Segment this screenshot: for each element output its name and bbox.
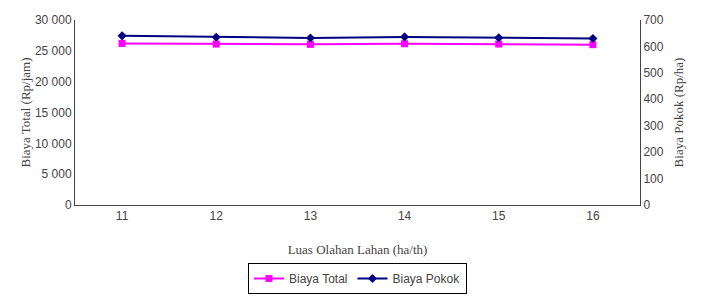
svg-text:Biaya Total: Biaya Total — [289, 272, 347, 286]
svg-text:15 000: 15 000 — [35, 106, 72, 120]
svg-text:100: 100 — [643, 172, 663, 186]
svg-text:25 000: 25 000 — [35, 44, 72, 58]
svg-text:200: 200 — [643, 145, 663, 159]
svg-text:10 000: 10 000 — [35, 137, 72, 151]
svg-text:20 000: 20 000 — [35, 75, 72, 89]
svg-text:13: 13 — [304, 209, 318, 223]
svg-text:0: 0 — [643, 198, 650, 212]
svg-text:Biaya Pokok (Rp/ha): Biaya Pokok (Rp/ha) — [671, 58, 686, 168]
svg-text:400: 400 — [643, 92, 663, 106]
svg-text:600: 600 — [643, 40, 663, 54]
svg-text:Biaya Total (Rp/jam): Biaya Total (Rp/jam) — [18, 57, 33, 167]
svg-text:16: 16 — [586, 209, 600, 223]
svg-text:30 000: 30 000 — [35, 13, 72, 27]
svg-text:500: 500 — [643, 66, 663, 80]
svg-text:700: 700 — [643, 13, 663, 27]
svg-text:0: 0 — [65, 198, 72, 212]
svg-text:12: 12 — [210, 209, 224, 223]
svg-text:14: 14 — [398, 209, 412, 223]
svg-text:Biaya Pokok: Biaya Pokok — [392, 272, 460, 286]
svg-text:5 000: 5 000 — [42, 167, 72, 181]
svg-text:Luas Olahan Lahan (ha/th): Luas Olahan Lahan (ha/th) — [288, 242, 428, 257]
svg-text:15: 15 — [492, 209, 506, 223]
svg-text:300: 300 — [643, 119, 663, 133]
svg-text:11: 11 — [116, 209, 129, 223]
